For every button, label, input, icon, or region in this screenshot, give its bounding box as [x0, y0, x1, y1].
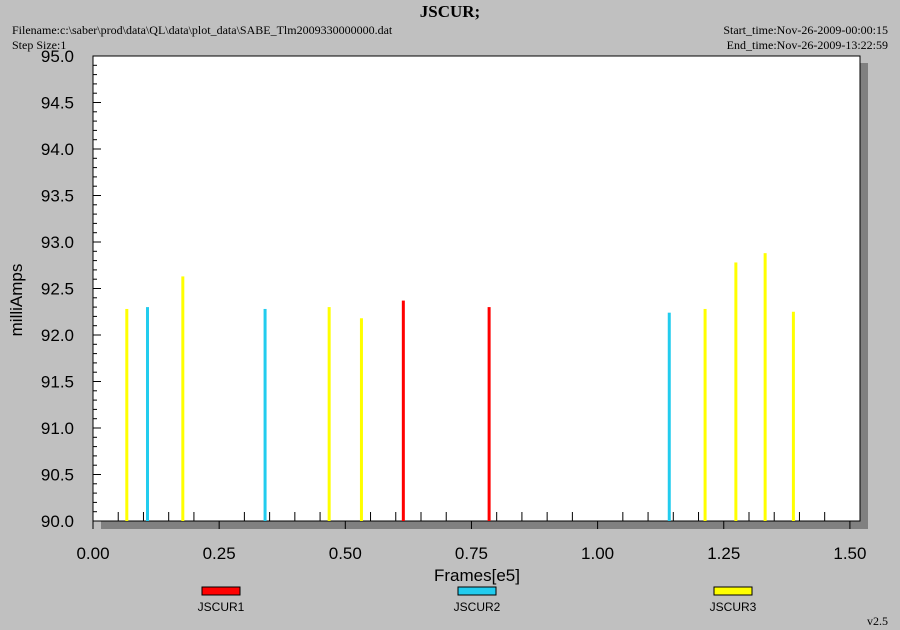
x-tick-label: 0.75: [455, 544, 488, 563]
legend-swatch-jscur2: [457, 586, 497, 596]
y-tick-label: 92.5: [41, 280, 74, 299]
start-time-label: Start_time:Nov-26-2009-00:00:15: [723, 23, 888, 37]
jscur3-bar: [734, 262, 738, 521]
y-axis-label: milliAmps: [7, 264, 26, 337]
end-time-label: End_time:Nov-26-2009-13:22:59: [726, 38, 888, 52]
jscur2-bar: [145, 307, 149, 521]
y-tick-label: 92.0: [41, 326, 74, 345]
y-tick-label: 90.5: [41, 466, 74, 485]
y-axis: 90.0 90.5 91.0 91.5 92.0 92.5 93.0 93.5 94.0 94.5…: [41, 47, 101, 531]
y-tick-label: 90.0: [41, 512, 74, 531]
chart-title: JSCUR;: [419, 2, 481, 21]
x-tick-label: 0.25: [203, 544, 236, 563]
x-axis-label: Frames[e5]: [434, 566, 520, 585]
legend-label-jscur3: JSCUR3: [710, 600, 757, 614]
jscur3-bar: [791, 311, 795, 521]
jscur2-bar: [263, 308, 267, 521]
jscur1-bar: [401, 300, 405, 521]
jscur2-bar: [667, 312, 671, 521]
jscur3-bar: [125, 308, 129, 521]
filename-label: Filename:c:\saber\prod\data\QL\data\plot…: [12, 23, 393, 37]
legend-label-jscur1: JSCUR1: [198, 600, 245, 614]
step-size-label: Step Size:1: [12, 38, 67, 52]
jscur3-bar: [181, 276, 185, 521]
jscur1-bar: [487, 307, 491, 521]
jscur3-bar: [359, 318, 363, 521]
y-tick-label: 94.0: [41, 140, 74, 159]
x-tick-label: 1.25: [707, 544, 740, 563]
legend: JSCUR1 JSCUR2 JSCUR3: [198, 586, 757, 614]
x-tick-label: 1.50: [833, 544, 866, 563]
legend-swatch-jscur3: [713, 586, 753, 596]
data-bars: [125, 253, 795, 521]
y-tick-label: 93.5: [41, 187, 74, 206]
jscur3-bar: [327, 307, 331, 521]
legend-swatch-jscur1: [201, 586, 241, 596]
y-tick-label: 91.0: [41, 419, 74, 438]
y-tick-label: 93.0: [41, 233, 74, 252]
version-label: v2.5: [867, 614, 888, 628]
x-axis: 0.00 0.25 0.50 0.75 1.00 1.25 1.50: [76, 521, 866, 563]
y-tick-label: 94.5: [41, 94, 74, 113]
jscur3-bar: [763, 253, 767, 521]
y-tick-label: 91.5: [41, 373, 74, 392]
jscur3-bar: [703, 308, 707, 521]
y-tick-label: 95.0: [41, 47, 74, 66]
x-tick-label: 0.00: [76, 544, 109, 563]
x-tick-label: 1.00: [581, 544, 614, 563]
legend-label-jscur2: JSCUR2: [454, 600, 501, 614]
minor-ticks: [93, 64, 826, 521]
plot-area: [92, 55, 861, 522]
x-tick-label: 0.50: [329, 544, 362, 563]
